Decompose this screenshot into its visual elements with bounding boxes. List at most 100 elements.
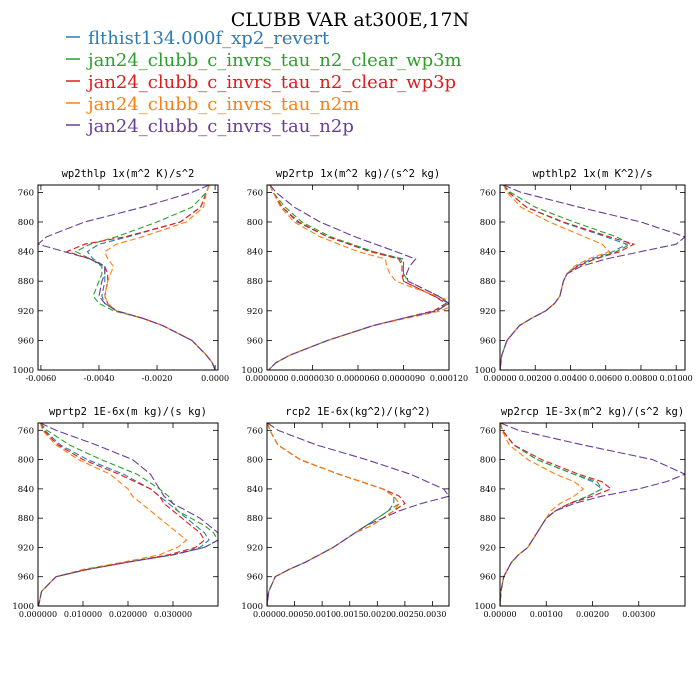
y-tick-label: 960 [18, 573, 34, 583]
y-tick-label: 800 [18, 218, 34, 228]
series-line [268, 185, 449, 370]
y-tick-label: 840 [247, 485, 263, 495]
y-tick-label: 880 [18, 514, 34, 524]
series-line [38, 423, 188, 606]
x-tick-label: 0.010000 [64, 610, 102, 619]
series-line [500, 423, 685, 606]
y-tick-label: 800 [247, 218, 263, 228]
series-line [38, 423, 218, 606]
chart-panel: wpthlp2 1x(m K^2)/s 760 800 840 880 920 960 100… [474, 168, 692, 383]
x-tick-label: 0.0015 [336, 610, 364, 619]
y-tick-label: 960 [18, 336, 34, 346]
y-tick-label: 800 [247, 456, 263, 466]
y-tick-label: 760 [480, 188, 496, 198]
series-line [74, 185, 216, 370]
y-tick-label: 960 [247, 336, 263, 346]
chart-panel: wprtp2 1E-6x(m kg)/(s kg) 760 800 840 880 920… [12, 406, 219, 619]
figure-title: CLUBB VAR at300E,17N [231, 9, 470, 31]
series-line [104, 185, 216, 370]
legend-item: jan24_clubb_c_invrs_tau_n2_clear_wp3m [66, 50, 462, 71]
series-line [267, 423, 401, 606]
y-tick-label: 760 [18, 188, 34, 198]
x-tick-label: 0.0025 [391, 610, 419, 619]
y-tick-label: 920 [480, 307, 496, 317]
panel-title: wp2thlp 1x(m^2 K)/s^2 [62, 168, 195, 180]
chart-panel: rcp2 1E-6x(kg^2)/(kg^2) 760 800 840 880 920 96… [241, 406, 450, 619]
y-tick-label: 960 [480, 573, 496, 583]
y-tick-label: 1000 [241, 366, 263, 376]
x-tick-label: 0.01000 [660, 374, 693, 383]
chart-panel: wp2rtp 1x(m^2 kg)/(s^2 kg) 760 800 840 880 92… [241, 168, 468, 383]
plot-frame [37, 184, 219, 371]
legend-label: jan24_clubb_c_invrs_tau_n2p [86, 116, 354, 137]
plot-area [38, 185, 216, 370]
y-tick-label: 1000 [12, 602, 34, 612]
x-tick-label: 0.020000 [109, 610, 147, 619]
series-line [38, 185, 216, 370]
y-tick-label: 920 [247, 543, 263, 553]
x-tick-label: 0.00200 [576, 610, 609, 619]
x-tick-label: 0.0010 [308, 610, 336, 619]
x-tick-label: 0.0005 [281, 610, 309, 619]
y-tick-label: 760 [247, 426, 263, 436]
y-tick-label: 840 [247, 248, 263, 258]
panel-title: wp2rcp 1E-3x(m^2 kg)/(s^2 kg) [501, 406, 684, 418]
x-tick-label: 0.0000000 [245, 374, 288, 383]
legend-label: jan24_clubb_c_invrs_tau_n2_clear_wp3m [86, 50, 462, 71]
x-tick-label: 0.00800 [624, 374, 657, 383]
y-tick-label: 800 [480, 456, 496, 466]
x-tick-label: 0.0000060 [336, 374, 379, 383]
panel-title: wp2rtp 1x(m^2 kg)/(s^2 kg) [276, 168, 440, 180]
panel-title: wpthlp2 1x(m K^2)/s [532, 168, 652, 180]
plot-frame [266, 422, 450, 607]
series-line [268, 185, 449, 370]
x-tick-label: 0.0000090 [382, 374, 425, 383]
y-tick-label: 880 [247, 514, 263, 524]
x-tick-label: 0.00300 [622, 610, 655, 619]
legend-label: jan24_clubb_c_invrs_tau_n2m [86, 94, 359, 115]
x-tick-label: 0.00400 [554, 374, 587, 383]
y-tick-label: 760 [18, 426, 34, 436]
legend-item: jan24_clubb_c_invrs_tau_n2_clear_wp3p [66, 72, 456, 93]
y-tick-label: 1000 [474, 366, 496, 376]
series-line [500, 423, 585, 606]
series-line [500, 185, 611, 370]
legend-item: flthist134.000f_xp2_revert [66, 28, 330, 49]
series-line [500, 185, 685, 370]
legend-item: jan24_clubb_c_invrs_tau_n2m [66, 94, 359, 115]
y-tick-label: 920 [247, 307, 263, 317]
y-tick-label: 920 [18, 307, 34, 317]
x-tick-label: 0.030000 [154, 610, 192, 619]
x-tick-label: 0.0000030 [291, 374, 334, 383]
y-tick-label: 800 [480, 218, 496, 228]
x-tick-label: 0.000000 [19, 610, 57, 619]
series-line [38, 423, 206, 606]
plot-area [38, 423, 218, 606]
y-tick-label: 960 [480, 336, 496, 346]
x-tick-label: -0.0040 [84, 374, 115, 383]
x-tick-label: 0.00100 [530, 610, 563, 619]
y-tick-label: 880 [480, 277, 496, 287]
series-line [267, 423, 449, 606]
legend-item: jan24_clubb_c_invrs_tau_n2p [66, 116, 354, 137]
y-tick-label: 1000 [241, 602, 263, 612]
plot-area [500, 423, 685, 606]
x-tick-label: 0.0030 [418, 610, 446, 619]
y-tick-label: 920 [18, 543, 34, 553]
x-tick-label: 0.00000 [483, 374, 516, 383]
plot-area [500, 185, 685, 370]
y-tick-label: 920 [480, 543, 496, 553]
y-tick-label: 880 [247, 277, 263, 287]
y-tick-label: 840 [18, 485, 34, 495]
y-tick-label: 960 [247, 573, 263, 583]
x-tick-label: 0.00000 [483, 610, 516, 619]
panel-title: wprtp2 1E-6x(m kg)/(s kg) [49, 406, 207, 418]
series-line [65, 185, 216, 370]
x-tick-label: 0.000120 [430, 374, 468, 383]
plot-area [267, 423, 449, 606]
panel-title: rcp2 1E-6x(kg^2)/(kg^2) [285, 406, 430, 418]
legend: flthist134.000f_xp2_revertjan24_clubb_c_… [66, 28, 462, 137]
y-tick-label: 840 [480, 485, 496, 495]
x-tick-label: 0.0000 [253, 610, 281, 619]
